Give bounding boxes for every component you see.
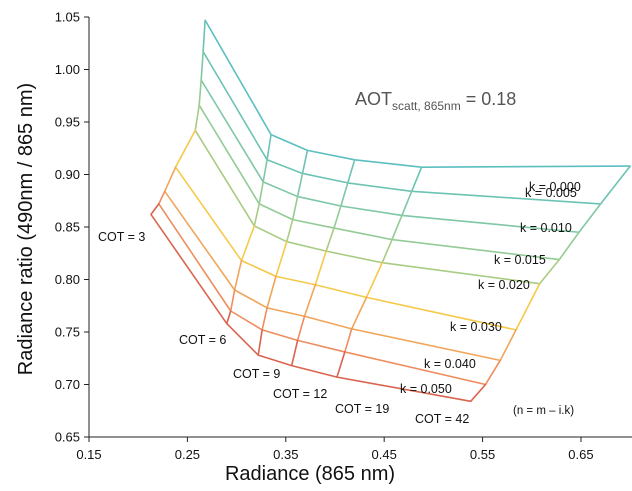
y-axis-title: Radiance ratio (490nm / 865 nm): [15, 83, 37, 375]
k-label: k = 0.020: [478, 278, 530, 292]
cot-label: COT = 19: [335, 402, 389, 416]
x-axis: 0.15 0.25 0.35 0.45 0.55 0.65 Radiance (…: [76, 436, 632, 485]
k-labels: k = 0.000 k = 0.005 k = 0.010 k = 0.015 …: [400, 180, 581, 396]
y-tick-label: 0.85: [55, 220, 80, 235]
cot-line-segment: [257, 329, 263, 356]
cot-line-segment: [233, 259, 243, 291]
cot-line-segment: [291, 195, 299, 221]
cot-line-segment: [344, 328, 353, 353]
cot-line-segment: [296, 172, 304, 198]
aot-value: = 0.18: [461, 89, 517, 109]
k-label: k = 0.050: [400, 382, 452, 396]
k-label: k = 0.015: [494, 253, 546, 267]
cot-line-segment: [365, 261, 384, 299]
cot-line-segment: [202, 19, 206, 53]
x-tick-label: 0.25: [175, 447, 200, 462]
cot-label: COT = 3: [98, 230, 145, 244]
k-curve: [150, 213, 471, 403]
aot-subscript: scatt, 865nm: [392, 99, 461, 113]
cot-line-segment: [253, 203, 261, 227]
k-curve: [202, 51, 601, 205]
x-tick-label: 0.55: [470, 447, 495, 462]
k-label: k = 0.000: [529, 180, 581, 194]
k-curve: [204, 19, 631, 168]
cot-line-segment: [194, 104, 200, 132]
k-curve: [158, 203, 486, 386]
cot-line-segment: [225, 310, 232, 325]
x-tick-label: 0.65: [568, 447, 593, 462]
k-curve: [200, 79, 580, 234]
cot-line-segment: [401, 190, 413, 217]
y-tick-label: 0.95: [55, 115, 80, 130]
cot-line-segment: [266, 133, 272, 161]
k-curve: [198, 104, 560, 261]
cot-line-segment: [301, 149, 309, 175]
cot-line-segment: [158, 190, 166, 205]
cot-line-segment: [410, 166, 423, 193]
cot-line-segment: [578, 203, 602, 234]
cot-label: COT = 12: [273, 387, 327, 401]
cot-line-segment: [391, 214, 403, 241]
y-tick-label: 0.90: [55, 167, 80, 182]
k-curve: [194, 129, 540, 285]
cot-line-segment: [350, 296, 368, 330]
cot-line-segment: [150, 203, 160, 216]
refractive-index-note: (n = m – i.k): [513, 405, 574, 417]
y-tick-label: 0.75: [55, 325, 80, 340]
y-tick-label: 1.05: [55, 10, 80, 25]
cot-line-segment: [229, 289, 236, 312]
cot-line-segment: [325, 227, 335, 252]
cot-line-segment: [240, 225, 256, 262]
plot-lines: [150, 19, 631, 403]
k-curve: [174, 166, 517, 331]
x-tick-label: 0.35: [273, 447, 298, 462]
y-axis: 0.65 0.70 0.75 0.80 0.85 0.90 0.95 1.00 …: [15, 10, 90, 445]
x-tick-label: 0.45: [372, 447, 397, 462]
k-label: k = 0.010: [520, 221, 572, 235]
y-tick-label: 0.65: [55, 430, 80, 445]
cot-line-segment: [163, 166, 177, 193]
cot-line-segment: [340, 182, 349, 207]
cot-line-segment: [285, 218, 294, 243]
x-tick-label: 0.15: [76, 447, 101, 462]
y-tick-label: 0.70: [55, 377, 80, 392]
cot-line-segment: [258, 181, 264, 205]
cot-line-segment: [558, 231, 580, 261]
cot-line-segment: [261, 307, 268, 331]
cot-line-segment: [198, 79, 202, 106]
cot-line-segment: [484, 359, 502, 386]
cot-line-segment: [381, 238, 393, 264]
cot-line-segment: [275, 240, 288, 278]
cot-line-segment: [499, 329, 517, 362]
cot-line-segment: [266, 275, 277, 309]
cot-line-segment: [333, 205, 342, 229]
aot-annotation: AOTscatt, 865nm = 0.18: [355, 89, 516, 113]
k-label: k = 0.030: [450, 320, 502, 334]
cot-line-segment: [515, 282, 541, 331]
k-label: k = 0.005: [525, 186, 577, 200]
cot-line-segment: [200, 50, 204, 81]
cot-labels: COT = 3 COT = 6 COT = 9 COT = 12 COT = 1…: [98, 230, 469, 426]
cot-line-segment: [469, 383, 487, 403]
cot-line-segment: [336, 351, 346, 378]
cot-line-segment: [538, 258, 561, 285]
k-curve: [164, 190, 501, 362]
y-tick-label: 0.80: [55, 272, 80, 287]
cot-line-segment: [303, 283, 317, 318]
cot-label: COT = 42: [415, 412, 469, 426]
cot-line-segment: [262, 159, 268, 183]
cot-line-segment: [346, 159, 356, 184]
cot-line-segment: [314, 250, 327, 286]
cot-line-segment: [290, 339, 299, 367]
k-label: k = 0.040: [424, 357, 476, 371]
cot-line-segment: [296, 315, 306, 342]
y-tick-label: 1.00: [55, 62, 80, 77]
x-axis-title: Radiance (865 nm): [225, 463, 395, 485]
aot-main: AOT: [355, 89, 392, 109]
cot-line-segment: [174, 129, 197, 168]
cot-label: COT = 6: [179, 333, 226, 347]
cot-label: COT = 9: [233, 367, 280, 381]
cot-line-segment: [599, 165, 631, 205]
